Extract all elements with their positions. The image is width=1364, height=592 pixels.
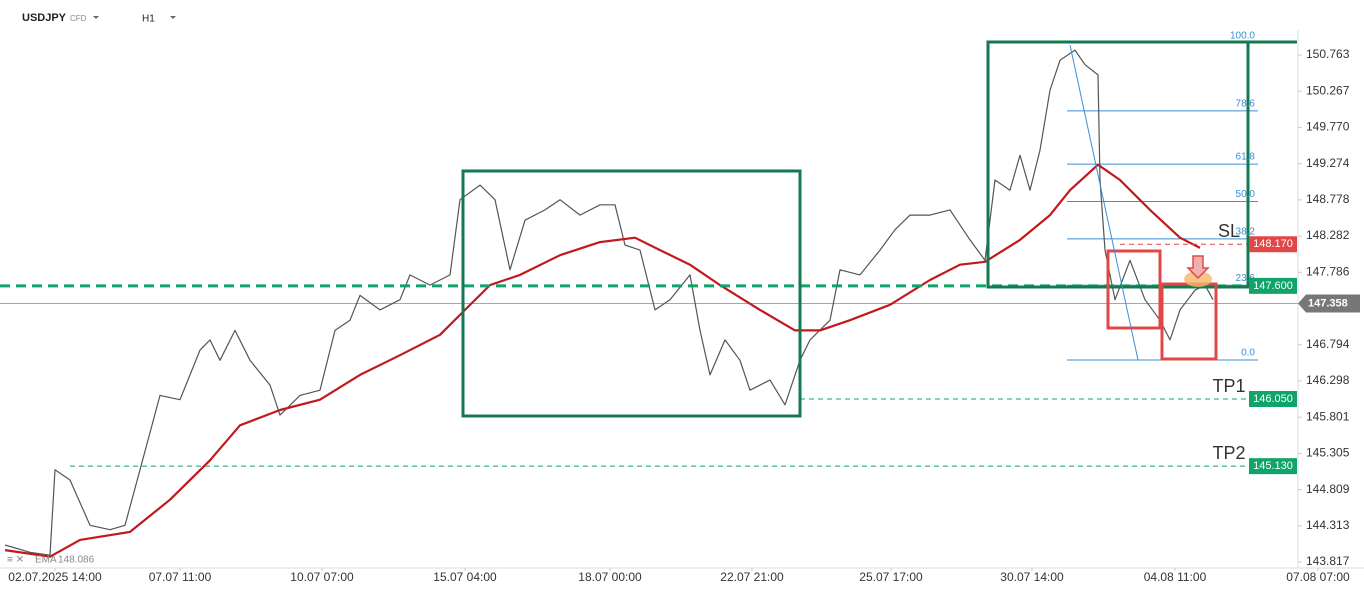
y-tick-label: 147.786 [1306,264,1350,278]
level-name: TP1 [1212,376,1245,396]
y-tick-label: 149.274 [1306,156,1350,170]
x-tick-label: 10.07 07:00 [290,570,354,584]
x-tick-label: 04.08 11:00 [1144,570,1207,584]
fib-trendline [1069,44,1139,361]
level-tag: 148.170 [1253,238,1293,250]
price-line [4,49,1214,556]
y-tick-label: 146.794 [1306,337,1350,351]
level-tag: 146.050 [1253,393,1293,405]
fib-label: 38.2 [1236,227,1256,238]
range-box [986,40,1250,289]
fib-label: 78.6 [1236,98,1256,109]
y-tick-label: 143.817 [1306,554,1350,568]
level-tag-bg [1249,391,1297,408]
y-tick-label: 146.298 [1306,373,1350,387]
level-tag-bg [1249,236,1297,253]
dropdown-arrow[interactable] [170,16,176,19]
x-tick-label: 07.08 07:00 [1286,570,1350,584]
range-box [461,169,802,418]
ema-legend-value: 148.086 [58,555,95,566]
level-tag: 145.130 [1253,460,1293,472]
timeframe[interactable]: H1 [142,14,155,25]
x-tick-label: 18.07 00:00 [578,570,642,584]
y-tick-label: 148.778 [1306,192,1350,206]
y-tick-label: 144.313 [1306,518,1350,532]
fib-label: 0.0 [1241,348,1255,359]
y-tick-label: 144.809 [1306,482,1350,496]
level-name: TP2 [1212,443,1245,463]
y-tick-label: 148.282 [1306,228,1350,242]
y-tick-label: 145.801 [1306,409,1350,423]
fib-label: 100.0 [1230,31,1255,42]
fib-label: 61.8 [1236,152,1256,163]
x-tick-label: 15.07 04:00 [433,570,497,584]
fib-label: 50.0 [1236,189,1256,200]
zone-box [1106,249,1162,330]
ema-line [4,163,1201,558]
x-tick-label: 25.07 17:00 [859,570,923,584]
symbol: USDJPY [22,12,67,24]
level-tag-bg [1249,458,1297,475]
dropdown-arrow[interactable] [93,16,99,19]
sell-arrow [1186,255,1210,280]
y-tick-label: 150.763 [1306,47,1350,61]
x-tick-label: 22.07 21:00 [720,570,784,584]
y-tick-label: 149.770 [1306,120,1350,134]
last-price-tag: 147.358 [1308,297,1348,309]
level-tag-bg [1249,277,1297,294]
level-name: SL [1218,221,1240,241]
last-price-tag-bg [1298,294,1360,313]
level-tag: 147.600 [1253,280,1293,292]
x-tick-label: 02.07.2025 14:00 [8,570,102,584]
fib-label: 23.6 [1236,273,1256,284]
y-tick-label: 145.305 [1306,446,1350,460]
symbol-type[interactable]: CFD [70,14,87,23]
x-tick-label: 07.07 11:00 [149,570,212,584]
y-tick-label: 150.267 [1306,83,1350,97]
ema-legend-icons[interactable]: ≡ ✕ [7,555,24,566]
ema-legend-name: EMA [35,555,57,566]
x-tick-label: 30.07 14:00 [1000,570,1064,584]
